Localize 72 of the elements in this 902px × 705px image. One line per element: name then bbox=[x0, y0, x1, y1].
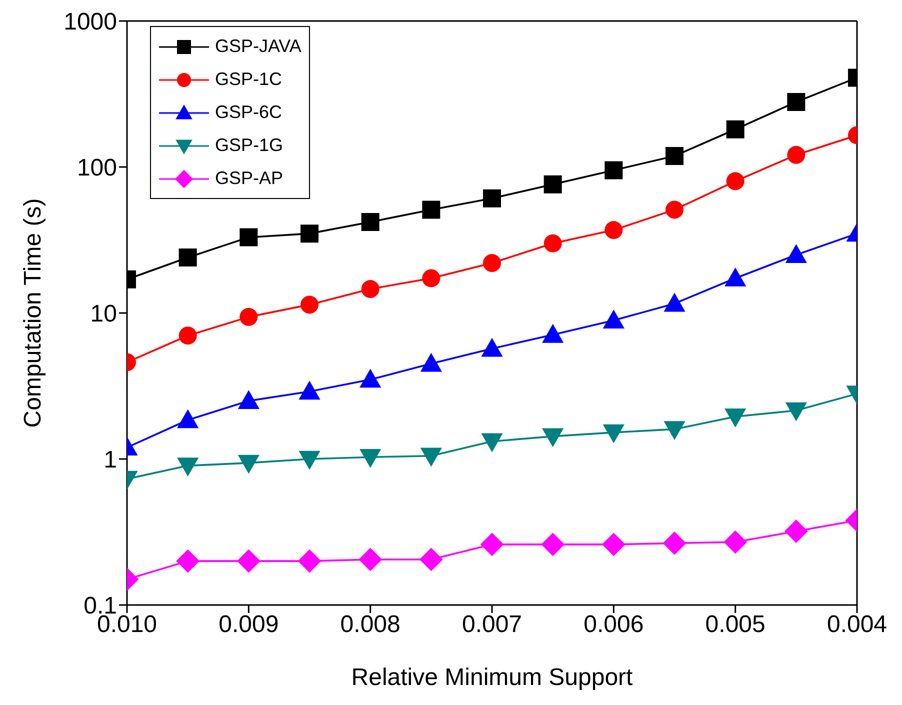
point bbox=[724, 530, 748, 554]
point bbox=[176, 549, 200, 573]
point bbox=[787, 146, 806, 164]
point bbox=[361, 280, 380, 298]
point bbox=[483, 254, 501, 272]
point bbox=[419, 548, 443, 572]
point bbox=[542, 324, 564, 343]
y-tick-label: 1000 bbox=[64, 8, 117, 36]
point bbox=[541, 532, 565, 556]
point bbox=[666, 146, 684, 165]
x-tick-label: 0.009 bbox=[218, 611, 279, 638]
y-tick-label: 10 bbox=[90, 300, 117, 328]
point bbox=[238, 390, 260, 409]
point bbox=[602, 310, 624, 328]
legend-label: GSP-JAVA bbox=[215, 36, 302, 57]
point bbox=[300, 296, 318, 314]
x-tick-label: 0.004 bbox=[826, 611, 888, 638]
point bbox=[662, 532, 686, 555]
legend-label: GSP-1G bbox=[215, 135, 284, 156]
point bbox=[178, 248, 197, 266]
point bbox=[360, 449, 382, 468]
point bbox=[420, 448, 442, 467]
point bbox=[784, 520, 808, 543]
point bbox=[361, 213, 380, 232]
point bbox=[481, 433, 503, 452]
point bbox=[236, 549, 260, 573]
point bbox=[785, 402, 807, 422]
point bbox=[787, 92, 806, 111]
point bbox=[726, 120, 744, 138]
point bbox=[298, 380, 320, 400]
legend-label: GSP-1C bbox=[215, 69, 282, 90]
x-tick-label: 0.007 bbox=[462, 611, 522, 638]
point bbox=[602, 532, 626, 556]
point bbox=[666, 200, 684, 219]
point bbox=[724, 267, 746, 286]
point bbox=[240, 228, 258, 246]
point bbox=[604, 221, 623, 240]
point bbox=[298, 450, 320, 470]
point bbox=[177, 409, 199, 428]
point bbox=[726, 172, 744, 190]
point bbox=[300, 224, 318, 243]
y-axis-title: Computation Time (s) bbox=[20, 198, 47, 428]
legend-label: GSP-6C bbox=[215, 102, 282, 123]
legend-label: GSP-AP bbox=[215, 168, 284, 189]
point bbox=[602, 424, 624, 444]
point bbox=[481, 338, 503, 357]
x-axis-title: Relative Minimum Support bbox=[351, 664, 634, 691]
point bbox=[664, 421, 686, 440]
point bbox=[298, 549, 322, 573]
point bbox=[483, 189, 501, 208]
point bbox=[422, 269, 440, 288]
point bbox=[177, 458, 199, 476]
point bbox=[542, 428, 564, 448]
point bbox=[360, 368, 382, 388]
point bbox=[238, 454, 260, 474]
point bbox=[420, 352, 442, 372]
x-tick-label: 0.006 bbox=[584, 611, 644, 638]
point bbox=[724, 408, 746, 428]
y-tick-label: 100 bbox=[76, 154, 117, 182]
point bbox=[544, 234, 562, 252]
y-tick-label: 1 bbox=[104, 446, 117, 474]
x-tick-label: 0.005 bbox=[705, 611, 766, 638]
x-tick-label: 0.008 bbox=[340, 611, 400, 638]
point bbox=[178, 326, 197, 345]
point bbox=[480, 532, 504, 556]
point bbox=[358, 548, 382, 572]
point bbox=[422, 200, 440, 219]
point bbox=[604, 161, 623, 180]
point bbox=[240, 308, 258, 326]
point bbox=[664, 292, 686, 312]
point bbox=[785, 244, 807, 263]
point bbox=[544, 175, 562, 194]
